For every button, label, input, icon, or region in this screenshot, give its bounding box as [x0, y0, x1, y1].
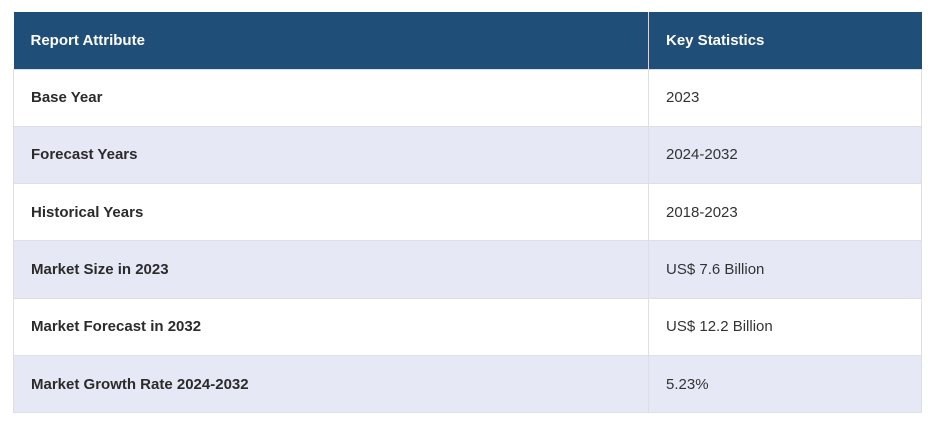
header-key-statistics: Key Statistics: [649, 12, 922, 69]
table-row: Market Size in 2023 US$ 7.6 Billion: [14, 241, 922, 298]
table-row: Forecast Years 2024-2032: [14, 126, 922, 183]
row-value: 2024-2032: [649, 126, 922, 183]
row-attribute: Base Year: [14, 69, 649, 126]
table-row: Base Year 2023: [14, 69, 922, 126]
table-header-row: Report Attribute Key Statistics: [14, 12, 922, 69]
row-value: 5.23%: [649, 355, 922, 412]
row-value: 2023: [649, 69, 922, 126]
report-table-container: Report Attribute Key Statistics Base Yea…: [13, 12, 921, 413]
table-row: Market Growth Rate 2024-2032 5.23%: [14, 355, 922, 412]
table-row: Market Forecast in 2032 US$ 12.2 Billion: [14, 298, 922, 355]
row-value: US$ 12.2 Billion: [649, 298, 922, 355]
header-report-attribute: Report Attribute: [14, 12, 649, 69]
row-attribute: Market Growth Rate 2024-2032: [14, 355, 649, 412]
row-attribute: Forecast Years: [14, 126, 649, 183]
row-value: US$ 7.6 Billion: [649, 241, 922, 298]
report-attributes-table: Report Attribute Key Statistics Base Yea…: [13, 12, 922, 413]
row-attribute: Historical Years: [14, 184, 649, 241]
row-value: 2018-2023: [649, 184, 922, 241]
row-attribute: Market Forecast in 2032: [14, 298, 649, 355]
table-row: Historical Years 2018-2023: [14, 184, 922, 241]
row-attribute: Market Size in 2023: [14, 241, 649, 298]
